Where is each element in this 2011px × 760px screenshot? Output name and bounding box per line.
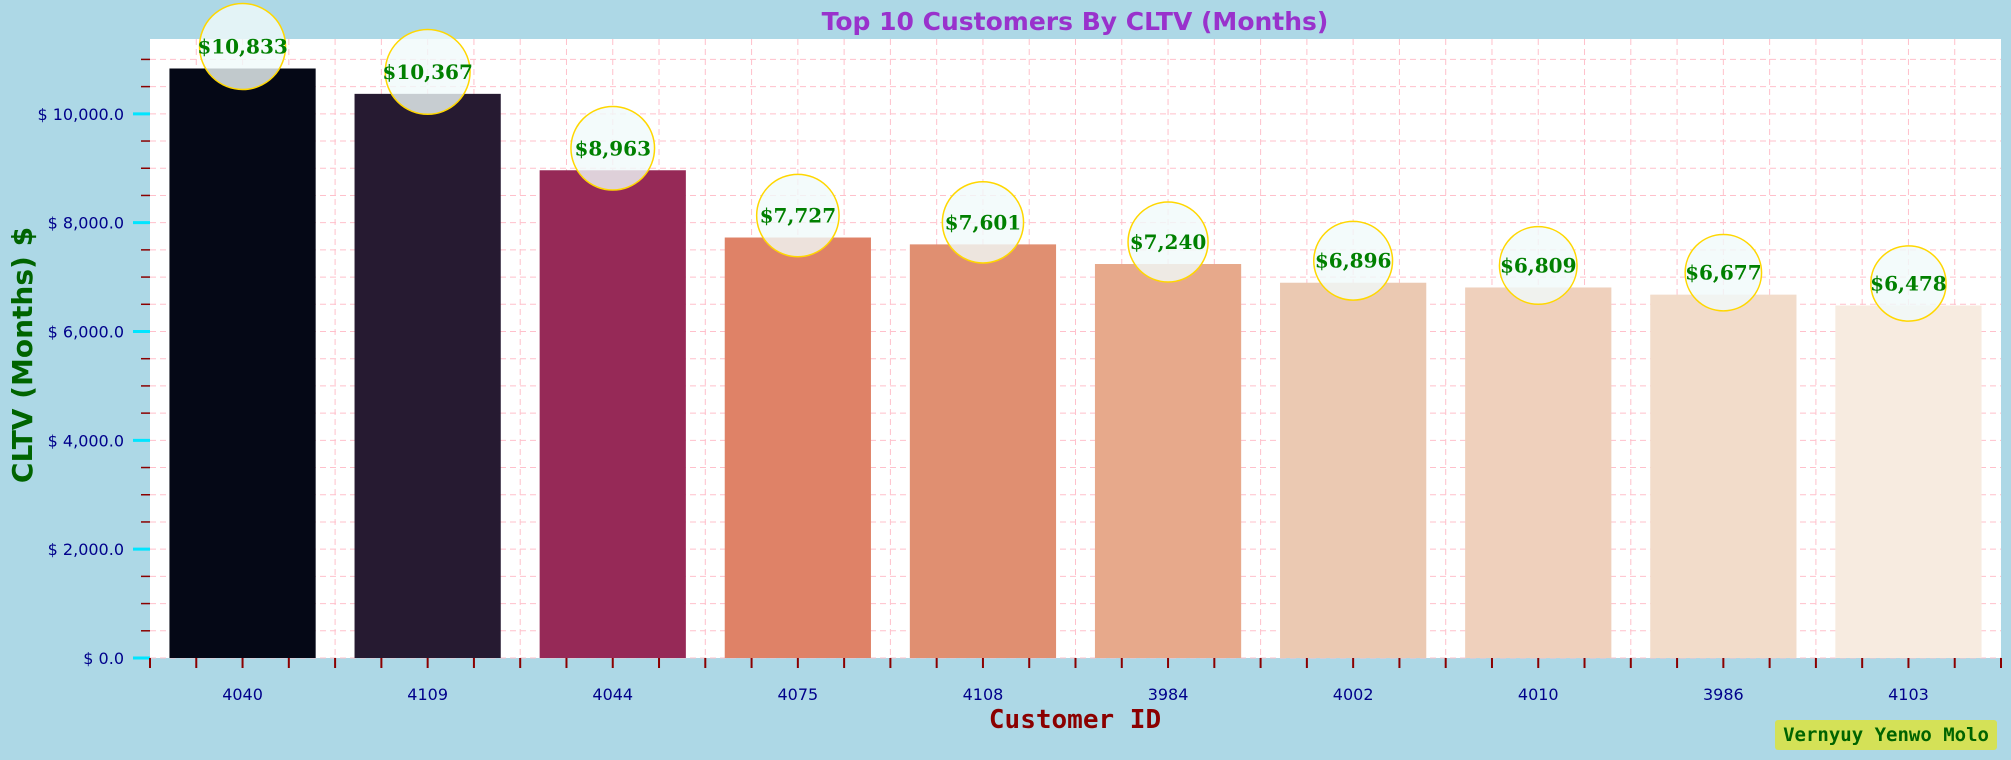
data-label-bubble [384, 28, 471, 116]
y-tick-label: $ 2,000.0 [48, 540, 124, 559]
y-tick-label: $ 4,000.0 [48, 431, 124, 450]
bar-4075 [724, 237, 871, 659]
data-label: $6,478 [1870, 271, 1947, 295]
bar-4108 [909, 244, 1057, 659]
data-label-bubble [198, 2, 287, 91]
bars [169, 68, 1982, 659]
data-label-bubble [755, 173, 840, 258]
x-tick-label: 3986 [1703, 685, 1744, 704]
x-tick-label: 4010 [1518, 685, 1559, 704]
x-tick-label: 4075 [777, 685, 818, 704]
chart-title: Top 10 Customers By CLTV (Months) [822, 7, 1329, 36]
bar-3984 [1094, 264, 1242, 658]
y-axis-title: CLTV (Months) $ [6, 227, 39, 483]
data-label: $6,809 [1500, 253, 1577, 277]
data-label-bubble [570, 105, 656, 191]
y-tick-label: $ 6,000.0 [48, 322, 124, 341]
bar-4040 [169, 68, 316, 659]
x-tick-label: 4040 [222, 685, 263, 704]
x-tick-label: 4108 [963, 685, 1004, 704]
author-watermark: Vernyuy Yenwo Molo [1775, 720, 1997, 750]
y-tick-label: $ 8,000.0 [48, 214, 124, 233]
data-label-bubble [1870, 245, 1947, 322]
data-label-bubble [1313, 220, 1394, 301]
bar-3986 [1650, 294, 1797, 658]
data-labels: $10,833 $10,367 $8,963 $7,727 $7,601 $7,240 $6… [197, 2, 1947, 322]
bar-4044 [539, 170, 686, 659]
data-label-bubble [1684, 233, 1763, 312]
data-label-bubble [1498, 225, 1578, 306]
bar-4109 [354, 93, 501, 659]
data-label: $8,963 [574, 136, 651, 160]
axes: $ 0.0 $ 2,000.0 $ 4,000.0 $ 6,000.0 $ 8,000.… [37, 58, 2002, 704]
bar-4010 [1465, 287, 1612, 658]
data-label: $7,240 [1130, 230, 1207, 254]
data-label: $7,727 [760, 204, 837, 228]
bar-4103 [1835, 305, 1982, 658]
x-tick-label: 4044 [592, 685, 633, 704]
data-label: $6,896 [1315, 249, 1392, 273]
x-axis-title: Customer ID [989, 705, 1161, 735]
x-tick-label: 4103 [1888, 685, 1929, 704]
y-tick-label: $ 10,000.0 [37, 105, 124, 124]
bar-4002 [1280, 282, 1427, 658]
data-label: $6,677 [1685, 261, 1762, 285]
x-tick-label: 4109 [407, 685, 448, 704]
x-tick-label: 4002 [1333, 685, 1374, 704]
y-tick-label: $ 0.0 [83, 649, 124, 668]
data-label-bubble [1127, 201, 1209, 283]
data-label: $7,601 [945, 210, 1022, 234]
data-label-bubble [941, 181, 1025, 264]
data-label: $10,367 [382, 60, 472, 84]
x-tick-label: 3984 [1148, 685, 1189, 704]
data-label: $10,833 [197, 34, 287, 58]
